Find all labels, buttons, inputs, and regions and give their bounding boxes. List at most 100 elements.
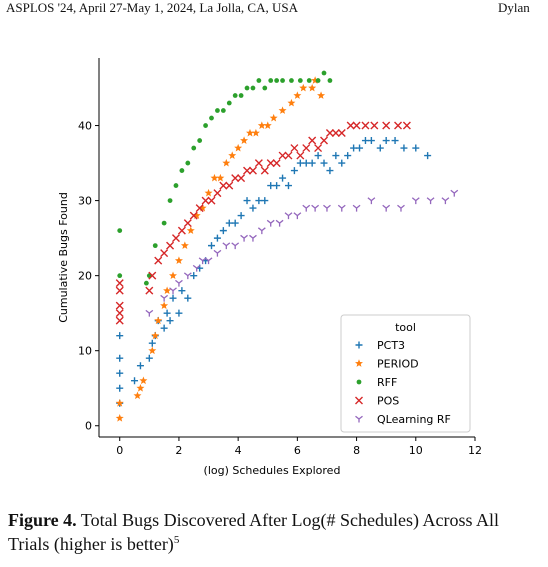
data-point: [167, 198, 173, 203]
data-point-shape: [180, 241, 189, 250]
data-point: [180, 241, 189, 250]
data-point-shape: [243, 197, 251, 205]
data-point-shape: [148, 271, 157, 280]
data-point: [175, 309, 183, 317]
data-point: [267, 182, 275, 190]
data-point-shape: [216, 173, 225, 182]
data-point-shape: [210, 173, 219, 182]
data-point-shape: [308, 83, 317, 92]
data-point: [222, 242, 231, 250]
data-point: [279, 174, 287, 182]
data-point-shape: [160, 294, 169, 302]
data-point: [346, 121, 355, 130]
data-point: [326, 167, 334, 175]
data-point-shape: [189, 211, 198, 220]
data-point: [213, 234, 221, 242]
legend-item: PCT3: [355, 339, 405, 352]
data-point: [238, 93, 244, 98]
data-point: [237, 174, 246, 183]
data-point-shape: [203, 123, 208, 128]
data-point-shape: [302, 204, 311, 212]
data-point-shape: [116, 384, 124, 392]
y-tick-label: 40: [78, 120, 92, 133]
data-point: [250, 85, 256, 91]
data-point-shape: [195, 204, 204, 213]
data-point: [204, 188, 213, 197]
data-point: [367, 197, 376, 205]
data-point-shape: [323, 204, 331, 212]
data-point: [249, 234, 257, 242]
data-point-shape: [400, 144, 408, 152]
data-point: [160, 294, 169, 302]
y-tick-label: 0: [85, 420, 92, 433]
data-point-shape: [222, 158, 231, 167]
data-point-shape: [299, 83, 308, 92]
data-point-shape: [231, 174, 240, 183]
data-point-shape: [424, 152, 432, 160]
data-point: [352, 121, 361, 130]
data-point: [293, 91, 302, 99]
data-point-shape: [225, 219, 233, 227]
data-point: [219, 181, 228, 190]
legend-item: QLearning RF: [355, 413, 451, 426]
legend-marker: [355, 359, 363, 367]
legend-marker: [355, 415, 363, 423]
data-point: [356, 144, 364, 152]
data-point-shape: [174, 256, 183, 265]
data-point: [289, 78, 294, 83]
data-point: [284, 151, 293, 160]
data-point: [269, 113, 278, 122]
series-qlearning-rf: [145, 189, 459, 317]
data-point-shape: [249, 204, 257, 212]
data-point-shape: [169, 294, 177, 302]
data-point: [350, 144, 358, 152]
data-point: [145, 354, 153, 362]
data-point-shape: [175, 279, 183, 287]
data-point: [225, 219, 233, 227]
running-header-left: ASPLOS '24, April 27-May 1, 2024, La Jol…: [6, 0, 298, 15]
data-point: [361, 121, 370, 130]
data-point-shape: [204, 257, 213, 265]
x-tick-label: 0: [116, 444, 123, 457]
data-point-shape: [248, 166, 257, 175]
data-point-shape: [234, 143, 243, 152]
data-point-shape: [317, 91, 326, 99]
data-point-shape: [260, 166, 269, 175]
data-point-shape: [262, 85, 268, 91]
data-point-shape: [279, 174, 287, 182]
data-point: [272, 159, 281, 168]
y-axis-label: Cumulative Bugs Found: [57, 192, 70, 323]
data-point: [321, 70, 327, 76]
data-point-shape: [238, 93, 244, 98]
data-point-shape: [284, 151, 293, 160]
data-point-shape: [231, 242, 240, 250]
data-point-shape: [370, 121, 379, 130]
legend-marker-shape: [355, 341, 363, 349]
data-point-shape: [231, 219, 239, 227]
data-point-shape: [356, 144, 364, 152]
data-point-shape: [308, 136, 317, 145]
data-point: [116, 354, 124, 362]
data-point: [169, 271, 178, 280]
data-point-shape: [163, 286, 172, 295]
data-point: [116, 369, 124, 377]
data-point: [116, 384, 124, 392]
data-point-shape: [302, 159, 310, 167]
data-point: [169, 287, 177, 295]
data-point: [376, 144, 384, 152]
data-point-shape: [173, 183, 179, 188]
data-point: [338, 159, 346, 167]
data-point: [397, 204, 405, 212]
data-point-shape: [183, 219, 192, 228]
data-point: [256, 78, 262, 83]
figure-caption-text: Total Bugs Discovered After Log(# Schedu…: [8, 510, 500, 554]
data-point: [290, 167, 298, 175]
data-point-shape: [152, 243, 158, 249]
data-point: [154, 256, 163, 265]
data-point: [191, 145, 197, 151]
data-point: [226, 100, 232, 106]
data-point: [139, 376, 148, 385]
data-point: [204, 257, 213, 265]
data-point: [116, 332, 124, 340]
data-point: [231, 219, 239, 227]
